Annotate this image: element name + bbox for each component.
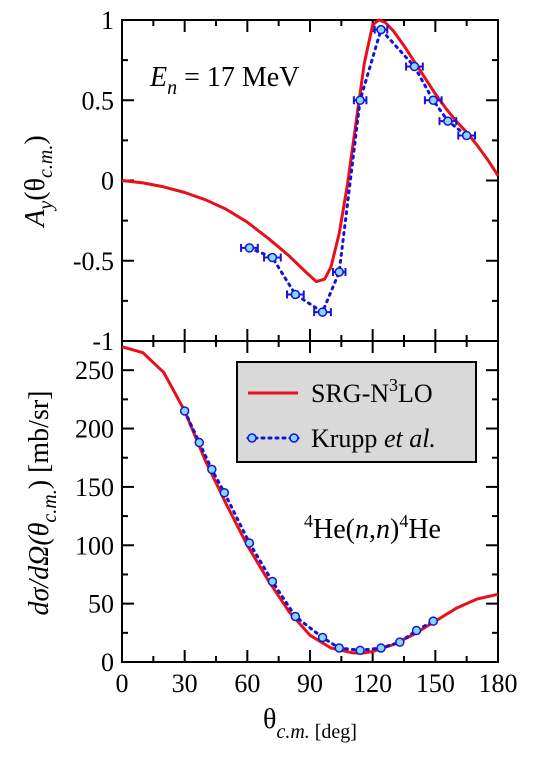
energy-annotation: En = 17 MeV	[149, 62, 299, 99]
top-data-point	[334, 267, 344, 277]
top-data-point	[355, 95, 365, 105]
top-data-point	[376, 24, 386, 35]
x-tick-label: 0	[116, 669, 129, 698]
bottom-y-tick-label: 200	[75, 415, 114, 444]
legend-label-theory: SRG-N3LO	[311, 375, 433, 408]
top-data-point	[443, 116, 453, 126]
bottom-data-point	[267, 576, 278, 587]
bottom-y-tick-label: 50	[88, 590, 114, 619]
bottom-data-point	[355, 645, 365, 656]
top-data-point	[290, 289, 301, 300]
top-y-tick-label: 0	[101, 167, 114, 196]
bottom-y-axis-label: dσ/dΩ(θc.m.) [mb/sr]	[24, 390, 61, 615]
bottom-data-point	[194, 437, 205, 448]
legend-label-data: Krupp et al.	[311, 424, 436, 453]
bottom-data-point	[395, 637, 405, 647]
reaction-annotation: 4He(n,n)4He	[304, 511, 441, 545]
legend-swatch-marker-right	[289, 433, 299, 443]
top-y-tick-label: -1	[92, 327, 114, 356]
bottom-plot-series	[121, 345, 499, 656]
bottom-y-tick-label: 150	[75, 473, 114, 502]
legend-swatch-marker-left	[247, 433, 257, 443]
x-tick-label: 60	[234, 669, 260, 698]
top-theory-curve	[121, 18, 500, 284]
bottom-data-point	[428, 616, 438, 626]
bottom-data-point	[290, 611, 301, 622]
top-plot-series	[121, 18, 500, 317]
top-data-point	[267, 252, 278, 263]
top-data-point	[428, 95, 438, 105]
top-data-point	[461, 130, 472, 141]
top-y-tick-label: 1	[101, 6, 114, 35]
bottom-data-point	[207, 464, 217, 475]
top-data-point	[317, 307, 328, 317]
bottom-y-tick-label: 100	[75, 531, 114, 560]
legend-box	[236, 361, 477, 463]
top-data-point	[409, 61, 420, 72]
x-tick-label: 30	[172, 669, 198, 698]
bottom-data-point	[244, 538, 255, 548]
x-axis-label: θc.m. [deg]	[263, 704, 357, 743]
bottom-data-point	[317, 632, 328, 643]
top-data-point	[244, 243, 255, 253]
top-y-tick-label: -0.5	[73, 247, 114, 276]
bottom-data-point	[219, 487, 230, 498]
top-y-tick-label: 0.5	[82, 86, 115, 115]
top-y-axis-label: Ay(θc.m.)	[20, 135, 57, 228]
bottom-data-point	[179, 406, 190, 416]
x-tick-label: 180	[479, 669, 518, 698]
bottom-y-tick-label: 250	[75, 356, 114, 385]
x-tick-label: 150	[416, 669, 455, 698]
bottom-data-point	[334, 643, 344, 653]
x-tick-label: 90	[297, 669, 323, 698]
top-y-ticks: -1 -0.5 0 0.5 1	[73, 6, 499, 356]
bottom-data-point	[411, 625, 422, 636]
x-tick-label: 120	[353, 669, 392, 698]
bottom-data-point	[376, 643, 386, 653]
bottom-axis-ticks: 0 50 100 150 200 250 0 30 60 90 120 150 180	[75, 341, 518, 698]
bottom-y-tick-label: 0	[101, 648, 114, 677]
